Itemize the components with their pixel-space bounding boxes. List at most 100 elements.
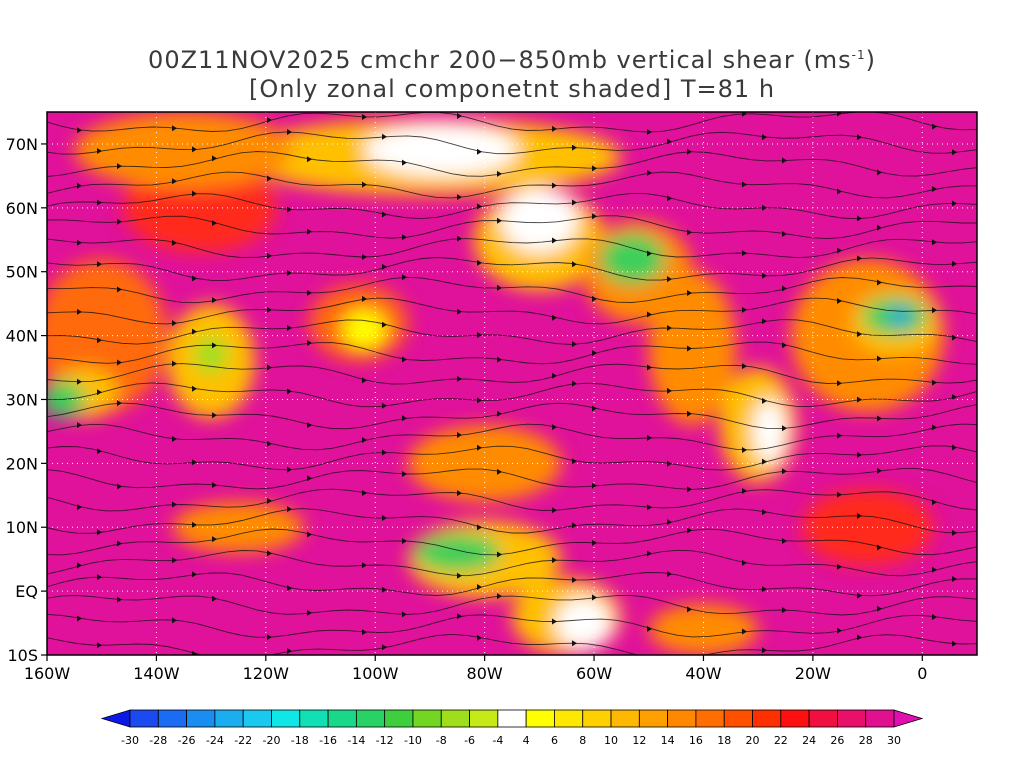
streamline-arrow <box>667 276 672 283</box>
streamline-arrow <box>382 586 387 593</box>
streamline-arrow <box>687 229 692 236</box>
streamline-arrow <box>687 486 692 493</box>
colorbar-label: 20 <box>746 734 760 747</box>
lon-tick-label: 60W <box>576 664 612 683</box>
streamline-arrow <box>117 596 122 603</box>
streamline-arrow <box>172 178 177 185</box>
colorbar-swatch <box>469 709 499 728</box>
streamline-arrow <box>877 355 882 362</box>
streamline-arrow <box>837 563 842 570</box>
streamline-arrow <box>877 169 882 176</box>
streamline-arrow <box>402 234 407 241</box>
streamline-arrow <box>212 342 217 349</box>
streamline-arrow <box>497 356 502 363</box>
colorbar-swatch <box>186 709 216 728</box>
streamline-arrow <box>782 468 787 475</box>
streamline-arrow <box>742 446 747 453</box>
streamline-arrow <box>212 220 217 227</box>
streamline-arrow <box>932 613 937 620</box>
streamline-arrow <box>267 175 272 182</box>
streamline-arrow <box>932 424 937 431</box>
streamline-arrow <box>117 163 122 170</box>
streamline <box>47 341 977 365</box>
streamline-arrow <box>857 215 862 222</box>
streamline-arrow <box>552 182 557 189</box>
streamline-arrow <box>687 148 692 155</box>
streamline-arrow <box>267 497 272 504</box>
streamline-arrow <box>212 412 217 419</box>
colorbar-label: 24 <box>802 734 816 747</box>
streamline <box>47 363 977 385</box>
colorbar-swatch <box>271 709 301 728</box>
colorbar-swatch <box>129 709 159 728</box>
streamline-arrow <box>837 188 842 195</box>
streamline-arrow <box>592 405 597 412</box>
streamline-arrow <box>877 415 882 422</box>
map-gridlines <box>47 112 977 655</box>
colorbar: -30 -28 -26 -24 -22 -20 -18 -16 -14 -12 -10 -8 -6 -4 4… <box>100 709 924 747</box>
streamline-arrow <box>762 647 767 654</box>
streamline-arrow <box>572 522 577 529</box>
streamline-arrow <box>457 112 462 119</box>
streamline-arrow <box>382 449 387 456</box>
lon-tick-label: 100W <box>352 664 399 683</box>
streamline-arrow <box>572 458 577 465</box>
streamline-arrow <box>647 169 652 176</box>
streamline-arrow <box>687 527 692 534</box>
streamline-arrow <box>457 490 462 497</box>
streamline-arrow <box>742 250 747 257</box>
colorbar-swatch <box>808 709 838 728</box>
lat-tick-label: 40N <box>6 327 38 346</box>
streamline-arrow <box>497 284 502 291</box>
colorbar-swatch <box>327 709 357 728</box>
streamline-arrow <box>667 195 672 202</box>
streamline-arrow <box>952 529 957 536</box>
streamline-arrow <box>647 311 652 318</box>
wind-streamlines <box>47 112 977 655</box>
streamline-arrow <box>307 531 312 538</box>
streamline-arrow <box>857 396 862 403</box>
streamline-arrow <box>877 224 882 231</box>
streamline-arrow <box>362 295 367 302</box>
streamline-arrow <box>952 334 957 341</box>
colorbar-swatch <box>667 709 697 728</box>
streamline-arrow <box>857 634 862 641</box>
streamline-arrow <box>952 640 957 647</box>
streamline-arrow <box>932 307 937 314</box>
streamline-arrow <box>192 275 197 282</box>
colorbar-swatch <box>582 709 612 728</box>
colorbar-label: -28 <box>149 734 167 747</box>
streamline-arrow <box>687 410 692 417</box>
streamline-arrow <box>932 499 937 506</box>
streamline-arrow <box>477 634 482 641</box>
colorbar-swatch <box>412 709 442 728</box>
streamline-arrow <box>667 387 672 394</box>
colorbar-swatch <box>440 709 470 728</box>
streamline-arrow <box>552 557 557 564</box>
streamline-arrow <box>497 551 502 558</box>
colorbar-label: -30 <box>121 734 139 747</box>
streamline-arrow <box>457 194 462 201</box>
lat-tick-label: EQ <box>15 582 38 601</box>
figure-title-line2: [Only zonal componetnt shaded] T=81 h <box>248 75 776 103</box>
streamline-arrow <box>172 239 177 246</box>
streamline-arrow <box>192 521 197 528</box>
streamline-arrow <box>117 483 122 490</box>
streamline-arrow <box>267 252 272 259</box>
streamline <box>47 488 977 512</box>
streamline-arrow <box>267 364 272 371</box>
streamline-arrow <box>572 199 577 206</box>
streamline-arrow <box>402 356 407 363</box>
streamline-arrow <box>572 341 577 348</box>
streamline-arrow <box>687 606 692 613</box>
shear-region <box>889 306 912 327</box>
streamline-arrow <box>837 432 842 439</box>
shear-region <box>413 533 502 572</box>
streamline-arrow <box>382 211 387 218</box>
streamline-arrow <box>212 297 217 304</box>
streamline-arrow <box>287 647 292 654</box>
lat-tick-label: 20N <box>6 454 38 473</box>
streamline-arrow <box>77 182 82 189</box>
streamline-arrow <box>287 206 292 213</box>
streamline-arrow <box>307 340 312 347</box>
